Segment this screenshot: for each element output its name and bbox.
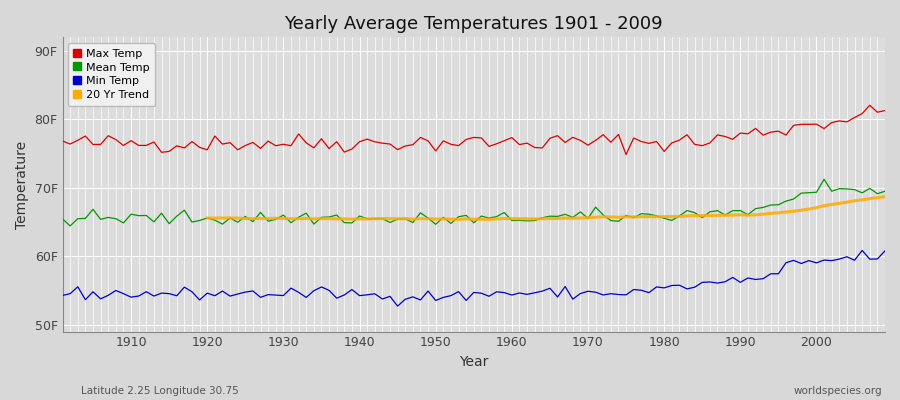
- Text: Latitude 2.25 Longitude 30.75: Latitude 2.25 Longitude 30.75: [81, 386, 239, 396]
- Title: Yearly Average Temperatures 1901 - 2009: Yearly Average Temperatures 1901 - 2009: [284, 15, 663, 33]
- X-axis label: Year: Year: [459, 355, 489, 369]
- Y-axis label: Temperature: Temperature: [15, 140, 29, 228]
- Legend: Max Temp, Mean Temp, Min Temp, 20 Yr Trend: Max Temp, Mean Temp, Min Temp, 20 Yr Tre…: [68, 43, 155, 106]
- Text: worldspecies.org: worldspecies.org: [794, 386, 882, 396]
